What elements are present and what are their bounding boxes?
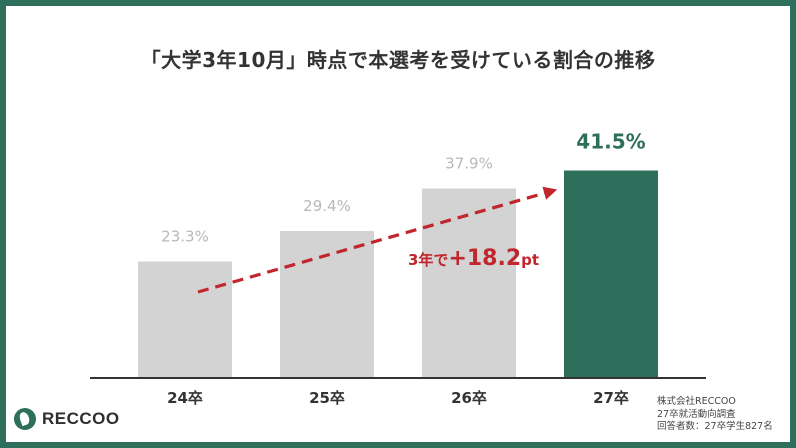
trend-arrow (197, 186, 558, 294)
bar-27卒 (564, 170, 658, 378)
trend-annotation-prefix: 3年で (408, 251, 448, 269)
bar-24卒 (138, 261, 232, 378)
data-label-24卒: 23.3% (161, 228, 209, 246)
trend-annotation-suffix: pt (521, 251, 539, 269)
x-tick-label-26卒: 26卒 (451, 389, 487, 407)
data-label-27卒: 41.5% (576, 130, 645, 154)
source-line-survey: 27卒就活動向調査 (657, 408, 736, 420)
x-tick-label-25卒: 25卒 (309, 389, 345, 407)
x-tick-label-27卒: 27卒 (593, 389, 629, 407)
brand-name: RECCOO (42, 409, 120, 428)
bar-26卒 (422, 188, 516, 378)
bar-25卒 (280, 231, 374, 378)
source-line-respondents: 回答者数：27卒学生827名 (657, 421, 773, 432)
data-label-26卒: 37.9% (445, 155, 493, 173)
source-line-company: 株式会社RECCOO (657, 396, 736, 407)
leaf-icon (14, 408, 36, 430)
x-tick-label-24卒: 24卒 (167, 389, 203, 407)
source-note: 株式会社RECCOO 27卒就活動向調査 回答者数：27卒学生827名 (657, 396, 773, 434)
data-label-25卒: 29.4% (303, 197, 351, 215)
trend-annotation-value: +18.2 (448, 246, 521, 271)
brand-logo: RECCOO (14, 408, 120, 430)
trend-annotation: 3年で+18.2pt (408, 246, 539, 271)
chart-title: 「大学3年10月」時点で本選考を受けている割合の推移 (140, 48, 656, 72)
